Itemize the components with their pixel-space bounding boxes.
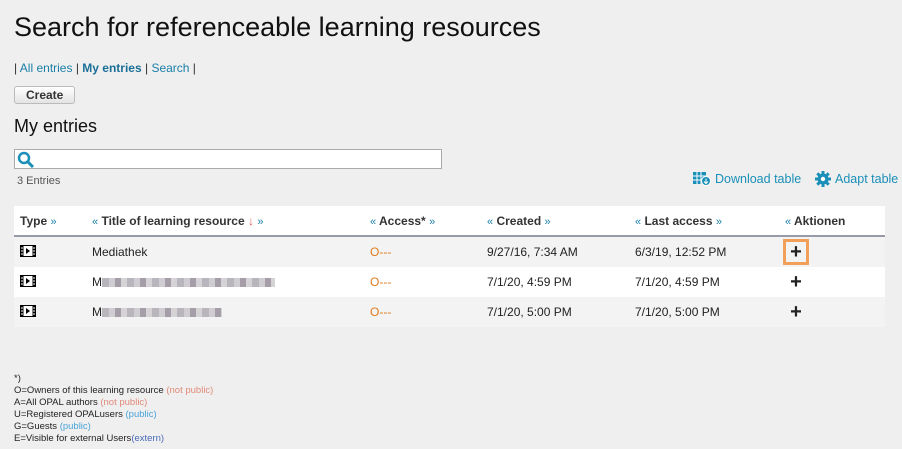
table-row: Mediathek O--- 9/27/16, 7:34 AM 6/3/19, … <box>14 237 885 267</box>
title-cell[interactable]: Mediathek <box>92 245 148 259</box>
page-title: Search for referenceable learning resour… <box>14 12 541 42</box>
table-row: M O--- 7/1/20, 4:59 PM 7/1/20, 4:59 PM + <box>14 267 885 297</box>
table-row: M O--- 7/1/20, 5:00 PM 7/1/20, 5:00 PM + <box>14 297 885 327</box>
blurred-title <box>102 308 222 318</box>
col-title[interactable]: « Title of learning resource ↓ » <box>92 213 264 228</box>
gear-icon <box>815 171 831 187</box>
nav-search[interactable]: Search <box>151 61 190 75</box>
adapt-table-button[interactable]: Adapt table <box>815 171 898 187</box>
col-access[interactable]: « Access* » <box>370 213 436 228</box>
add-button[interactable]: + <box>790 300 802 323</box>
col-type[interactable]: Type » <box>20 213 57 228</box>
last-access-cell: 6/3/19, 12:52 PM <box>635 245 727 259</box>
created-cell: 9/27/16, 7:34 AM <box>487 245 578 259</box>
video-icon <box>14 274 92 290</box>
nav-my-entries[interactable]: My entries <box>82 61 142 75</box>
access-legend: *) O=Owners of this learning resource (n… <box>14 373 214 444</box>
search-icon <box>17 151 35 168</box>
last-access-cell: 7/1/20, 5:00 PM <box>635 305 720 319</box>
add-button[interactable]: + <box>783 239 809 265</box>
col-actions[interactable]: « Aktionen <box>785 213 846 228</box>
created-cell: 7/1/20, 5:00 PM <box>487 305 572 319</box>
blurred-title <box>102 278 275 288</box>
entries-table: Type » « Title of learning resource ↓ » … <box>14 206 885 327</box>
video-icon <box>14 304 92 320</box>
created-cell: 7/1/20, 4:59 PM <box>487 275 572 289</box>
last-access-cell: 7/1/20, 4:59 PM <box>635 275 720 289</box>
access-cell: O--- <box>370 245 392 259</box>
download-table-icon <box>693 172 711 186</box>
section-title: My entries <box>14 116 98 136</box>
title-cell[interactable]: M <box>92 275 370 289</box>
view-nav: | All entries | My entries | Search | <box>14 61 196 75</box>
download-table-button[interactable]: Download table <box>693 171 801 186</box>
nav-all-entries[interactable]: All entries <box>19 61 73 75</box>
title-cell[interactable]: M <box>92 305 370 319</box>
add-button[interactable]: + <box>790 270 802 293</box>
access-cell: O--- <box>370 275 392 289</box>
download-table-label: Download table <box>715 171 802 186</box>
col-last-access[interactable]: « Last access » <box>635 213 722 228</box>
col-created[interactable]: « Created » <box>487 213 551 228</box>
access-cell: O--- <box>370 305 392 319</box>
table-header: Type » « Title of learning resource ↓ » … <box>14 206 885 237</box>
adapt-table-label: Adapt table <box>835 172 899 186</box>
create-button[interactable]: Create <box>14 86 76 104</box>
video-icon <box>14 244 92 260</box>
entries-count: 3 Entries <box>17 175 61 187</box>
search-input[interactable] <box>14 149 442 169</box>
